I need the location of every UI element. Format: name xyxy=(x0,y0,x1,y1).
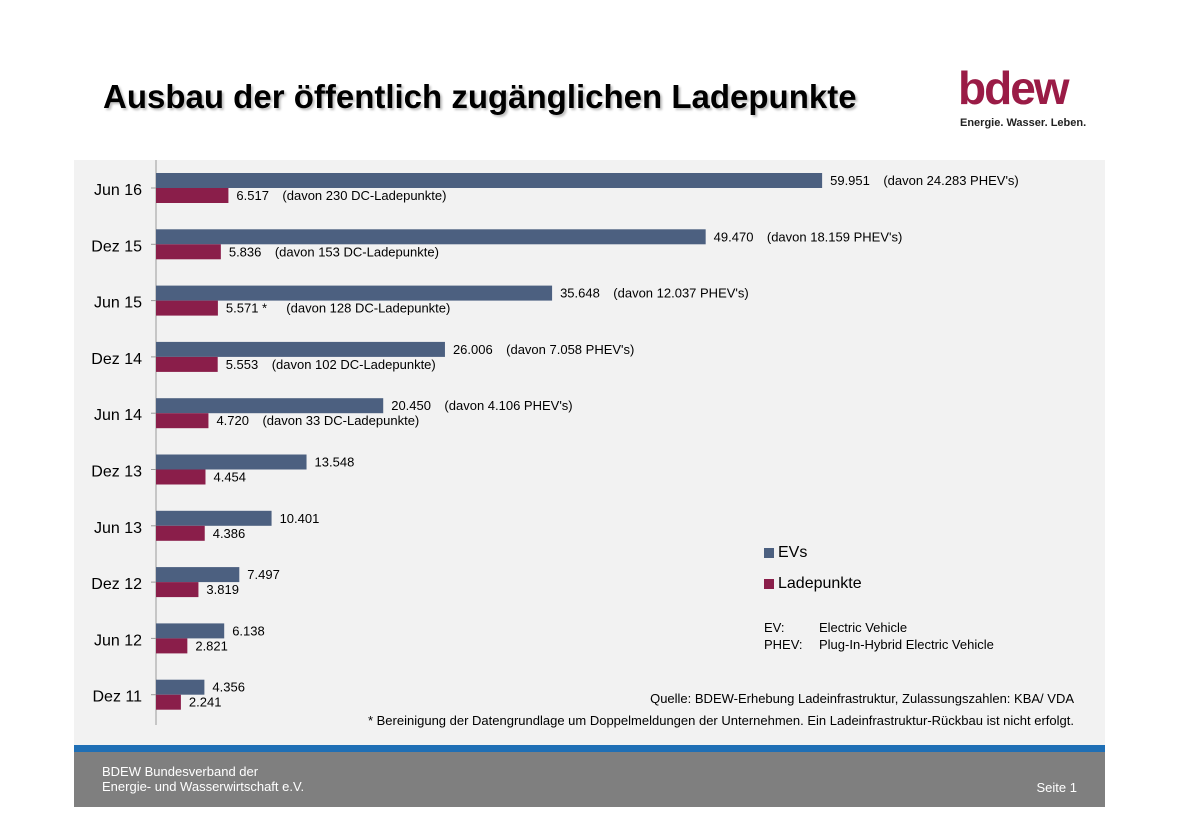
bar-evs xyxy=(156,679,205,695)
bar-evs xyxy=(156,341,445,357)
bar-ladepunkte xyxy=(156,469,206,485)
data-label: 4.386 xyxy=(213,526,246,541)
data-annotation: (davon 33 DC-Ladepunkte) xyxy=(262,413,419,428)
bar-ladepunkte xyxy=(156,694,181,710)
bar-ladepunkte xyxy=(156,300,218,316)
footer-accent-line xyxy=(74,745,1105,752)
bar-evs xyxy=(156,510,272,526)
page-title: Ausbau der öffentlich zugänglichen Ladep… xyxy=(103,78,857,115)
data-label: 20.450 xyxy=(391,398,431,413)
category-label: Jun 14 xyxy=(94,407,142,424)
data-label: 6.517 xyxy=(236,188,269,203)
bar-evs xyxy=(156,398,384,414)
category-label: Dez 11 xyxy=(92,689,142,706)
data-label: 4.454 xyxy=(213,470,246,485)
legend-item-ladepunkte: Ladepunkte xyxy=(764,575,862,593)
page-number: Seite 1 xyxy=(1036,780,1077,795)
data-annotation: (davon 4.106 PHEV's) xyxy=(444,398,572,413)
bar-ladepunkte xyxy=(156,356,218,372)
category-label: Jun 12 xyxy=(94,632,142,649)
category-label: Dez 14 xyxy=(91,351,142,368)
legend-swatch-ladepunkte xyxy=(764,578,774,589)
data-annotation: (davon 230 DC-Ladepunkte) xyxy=(282,188,446,203)
bar-evs xyxy=(156,567,240,583)
data-annotation: (davon 12.037 PHEV's) xyxy=(613,286,748,301)
category-label: Jun 13 xyxy=(94,520,142,537)
bar-ladepunkte xyxy=(156,525,205,541)
data-label: 5.836 xyxy=(229,244,262,259)
bar-ladepunkte xyxy=(156,638,188,654)
data-label: 3.819 xyxy=(206,582,239,597)
data-label: 35.648 xyxy=(560,286,600,301)
footnote: * Bereinigung der Datengrundlage um Dopp… xyxy=(367,713,1074,728)
bar-ladepunkte xyxy=(156,413,209,429)
footer: BDEW Bundesverband der Energie- und Wass… xyxy=(74,752,1105,807)
category-label: Jun 16 xyxy=(94,182,142,199)
legend-label-evs: EVs xyxy=(778,544,808,561)
data-label: 26.006 xyxy=(453,342,493,357)
data-label: 5.553 xyxy=(226,357,259,372)
logo-tagline: Energie. Wasser. Leben. xyxy=(960,117,1087,129)
bar-evs xyxy=(156,623,225,639)
source-note: Quelle: BDEW-Erhebung Ladeinfrastruktur,… xyxy=(650,691,1074,706)
data-label: 13.548 xyxy=(315,455,355,470)
category-label: Jun 15 xyxy=(94,295,142,312)
category-label: Dez 13 xyxy=(91,464,142,481)
abbr-ev-meaning: Electric Vehicle xyxy=(819,620,908,635)
bdew-logo: bdew Energie. Wasser. Leben. xyxy=(958,62,1087,134)
category-label: Dez 15 xyxy=(91,238,142,255)
bar-evs xyxy=(156,285,553,301)
bar-evs xyxy=(156,454,307,470)
data-label: 2.821 xyxy=(195,638,228,653)
data-annotation: (davon 128 DC-Ladepunkte) xyxy=(286,301,450,316)
chart-panel: Jun 16 59.951 (davon 24.283 PHEV's) 6.517 (d… xyxy=(74,160,1105,745)
data-label: 49.470 xyxy=(714,229,754,244)
data-annotation: (davon 18.159 PHEV's) xyxy=(767,229,902,244)
category-label: Dez 12 xyxy=(91,576,142,593)
data-label: 10.401 xyxy=(280,511,320,526)
bar-ladepunkte xyxy=(156,188,229,203)
data-annotation: (davon 102 DC-Ladepunkte) xyxy=(272,357,436,372)
data-label: 59.951 xyxy=(830,173,870,188)
data-annotation: (davon 153 DC-Ladepunkte) xyxy=(275,244,439,259)
data-label: 4.720 xyxy=(216,413,249,428)
data-label: 2.241 xyxy=(189,695,222,710)
bar-evs xyxy=(156,173,823,188)
legend-label-ladepunkte: Ladepunkte xyxy=(778,575,862,592)
logo-wordmark: bdew xyxy=(958,62,1070,114)
footer-org-line2: Energie- und Wasserwirtschaft e.V. xyxy=(102,779,305,794)
data-label: 4.356 xyxy=(212,680,245,695)
data-annotation: (davon 7.058 PHEV's) xyxy=(506,342,634,357)
bar-chart: Jun 16 59.951 (davon 24.283 PHEV's) 6.517 (d… xyxy=(91,160,1019,725)
abbr-phev-meaning: Plug-In-Hybrid Electric Vehicle xyxy=(819,637,994,652)
data-label: 5.571 * xyxy=(226,301,267,316)
bar-ladepunkte xyxy=(156,244,221,260)
abbr-ev-term: EV: xyxy=(764,620,785,635)
legend-swatch-evs xyxy=(764,547,774,558)
data-label: 6.138 xyxy=(232,623,265,638)
data-annotation: (davon 24.283 PHEV's) xyxy=(883,173,1018,188)
footer-org-line1: BDEW Bundesverband der xyxy=(102,764,259,779)
footer-organization: BDEW Bundesverband der Energie- und Wass… xyxy=(102,764,304,794)
data-label: 7.497 xyxy=(247,567,280,582)
legend-item-evs: EVs xyxy=(764,544,807,562)
abbr-phev-term: PHEV: xyxy=(764,637,803,652)
bar-evs xyxy=(156,229,706,245)
bar-ladepunkte xyxy=(156,582,199,598)
